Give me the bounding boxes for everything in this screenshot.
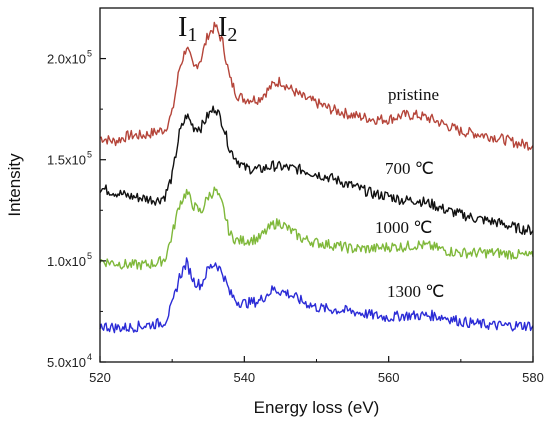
- y-tick-exponent: 5: [87, 49, 92, 59]
- series-line-2: [99, 186, 534, 271]
- y-tick-exponent: 5: [87, 150, 92, 160]
- series-label-0: pristine: [388, 85, 439, 104]
- label-layer: pristine 700 ℃ 1000 ℃ 1300 ℃ I1 I2: [178, 12, 444, 301]
- peak-label-1: I1: [178, 12, 197, 46]
- y-tick-label: 1.5x10: [47, 153, 86, 168]
- x-tick-label: 580: [522, 370, 544, 385]
- y-tick-label: 1.0x10: [47, 254, 86, 269]
- series-layer: [99, 21, 534, 334]
- series-label-3: 1300 ℃: [387, 282, 444, 301]
- series-line-0: [99, 21, 534, 151]
- peak-label-2: I2: [218, 12, 237, 46]
- y-tick-exponent: 4: [87, 352, 92, 362]
- series-line-1: [99, 105, 534, 236]
- x-tick-label: 560: [378, 370, 400, 385]
- series-line-3: [99, 257, 534, 334]
- x-tick-label: 520: [89, 370, 111, 385]
- y-tick-label: 5.0x10: [47, 355, 86, 370]
- series-label-2: 1000 ℃: [375, 218, 432, 237]
- x-tick-label: 540: [233, 370, 255, 385]
- y-tick-exponent: 5: [87, 251, 92, 261]
- series-label-1: 700 ℃: [385, 159, 434, 178]
- y-tick-label: 2.0x10: [47, 52, 86, 67]
- y-axis-title: Intensity: [5, 153, 24, 217]
- x-axis-title: Energy loss (eV): [254, 398, 380, 417]
